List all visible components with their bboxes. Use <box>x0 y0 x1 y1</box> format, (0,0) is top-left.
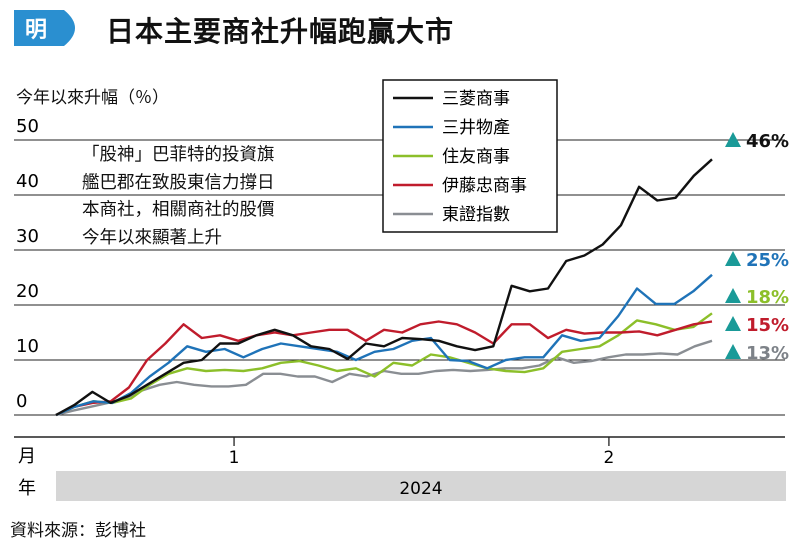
y-tick-labels: 0 10 20 30 40 50 <box>16 116 39 412</box>
series-line-1 <box>55 273 713 417</box>
page-title: 日本主要商社升幅跑贏大市 <box>106 15 455 48</box>
series-line-2 <box>55 312 713 417</box>
x-month-label: 月 <box>18 446 36 467</box>
end-value-label: 18% <box>746 287 789 308</box>
legend-label: 三菱商事 <box>442 89 510 109</box>
y-tick-label: 10 <box>16 336 39 357</box>
newspaper-logo-badge: 明 <box>14 10 75 46</box>
up-arrow-icon <box>725 251 741 266</box>
legend-label: 東證指數 <box>442 205 510 225</box>
legend-label: 三井物產 <box>442 118 510 138</box>
y-tick-label: 20 <box>16 281 39 302</box>
legend-box <box>382 79 558 233</box>
y-tick-label: 30 <box>16 226 39 247</box>
up-arrow-icon <box>725 288 741 303</box>
badge-shape <box>14 10 75 46</box>
year-value: 2024 <box>399 479 442 499</box>
up-arrow-icon <box>725 132 741 147</box>
up-arrow-icon <box>725 344 741 359</box>
end-value-label: 13% <box>746 343 789 364</box>
end-labels: 46% 25% 18% 15% 13% <box>725 131 789 364</box>
y-axis-label: 今年以來升幅（％） <box>16 88 169 108</box>
source-text: 資料來源：彭博社 <box>10 521 146 541</box>
up-arrow-icon <box>725 316 741 331</box>
series-line-0 <box>55 158 713 417</box>
y-tick-label: 0 <box>16 391 27 412</box>
end-value-label: 46% <box>746 131 789 152</box>
annotation-text: 「股神」巴菲特的投資旗 艦巴郡在致股東信力撐日 本商社，相關商社的股價 今年以來… <box>82 145 275 248</box>
year-band <box>56 471 786 501</box>
x-tick-label: 2 <box>604 448 615 468</box>
y-tick-label: 40 <box>16 171 39 192</box>
x-year-label: 年 <box>18 478 36 499</box>
legend-label: 伊藤忠商事 <box>442 176 527 196</box>
end-value-label: 15% <box>746 315 789 336</box>
series-lines <box>55 158 713 417</box>
legend-label: 住友商事 <box>442 147 510 167</box>
end-value-label: 25% <box>746 250 789 271</box>
y-tick-label: 50 <box>16 116 39 137</box>
x-tick-label: 1 <box>229 448 240 468</box>
badge-letter: 明 <box>25 18 47 43</box>
